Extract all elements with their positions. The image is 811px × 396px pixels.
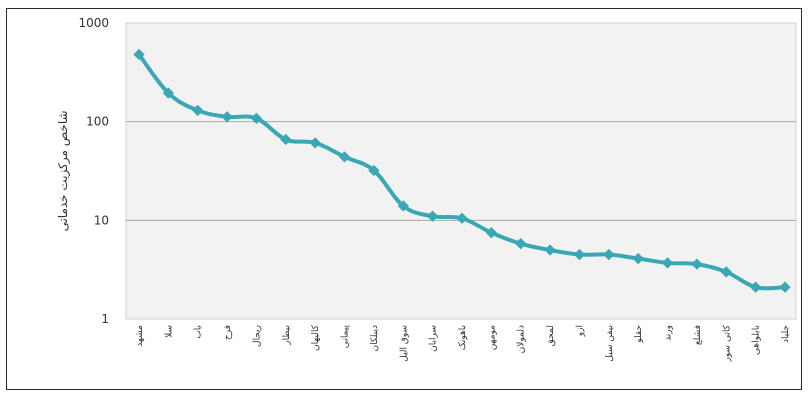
data-point	[456, 212, 468, 224]
y-axis-title: شاخص مرکزیت خدماتی	[56, 110, 71, 231]
x-tick-label: باب	[194, 325, 204, 339]
data-points	[133, 48, 791, 293]
x-tick-label: سلا	[164, 325, 174, 338]
data-point	[720, 266, 732, 278]
data-point	[426, 210, 439, 222]
data-point	[661, 257, 674, 269]
x-tick-label: ریجال	[252, 325, 262, 347]
x-tick-label: باهونک	[458, 325, 468, 350]
data-point	[309, 137, 321, 149]
plot-area	[125, 22, 797, 320]
data-point	[544, 244, 556, 256]
x-tick-label: دلمولان	[517, 325, 527, 353]
x-axis-labels: مشهد سلا باب فرح ریجال بیطار کالیهان پیمانی دیبل…	[135, 324, 791, 362]
x-tick-label: حقلو	[634, 325, 644, 344]
x-tick-label: مشهد	[135, 325, 145, 347]
x-tick-label: دیبلکان	[370, 325, 380, 352]
data-point	[749, 281, 762, 293]
x-tick-label: پیمانی	[341, 325, 351, 349]
x-tick-label: مومهن	[487, 325, 497, 350]
data-point	[368, 164, 380, 177]
x-tick-label: لمحق	[546, 325, 556, 346]
x-tick-label: بابلواهی	[752, 325, 762, 355]
data-point	[133, 48, 145, 61]
x-tick-label: کالیهان	[311, 324, 321, 351]
data-point	[573, 248, 586, 261]
x-tick-label: سوق الیل	[399, 325, 409, 362]
y-tick-label: 10	[94, 213, 109, 227]
x-tick-label: فشلع	[693, 325, 703, 345]
chart-frame: 1 10 100 1000 مشهد سلا باب فرح ریجال بیطار کالیها…	[6, 8, 802, 390]
x-tick-label: ازو	[575, 325, 585, 337]
x-tick-label: کاتی سور	[722, 324, 732, 362]
data-point	[485, 227, 498, 239]
data-point	[338, 151, 351, 163]
x-tick-label: فرح	[223, 325, 233, 340]
x-tick-label: ورند	[664, 325, 674, 341]
line-chart: 1 10 100 1000 مشهد سلا باب فرح ریجال بیطار کالیها…	[56, 16, 797, 362]
data-point	[779, 281, 791, 293]
x-tick-label: بیطار	[282, 325, 292, 346]
y-axis-ticks: 1 10 100 1000	[78, 16, 109, 326]
y-tick-label: 1	[101, 312, 109, 326]
y-tick-label: 100	[86, 115, 109, 129]
y-tick-label: 1000	[78, 16, 109, 30]
x-tick-label: بیفن سبل	[605, 325, 615, 362]
x-tick-label: جلیاد	[781, 325, 791, 343]
data-point	[632, 252, 644, 265]
data-point	[691, 258, 703, 270]
x-tick-label: سرابان	[429, 325, 439, 352]
data-point	[603, 248, 615, 261]
